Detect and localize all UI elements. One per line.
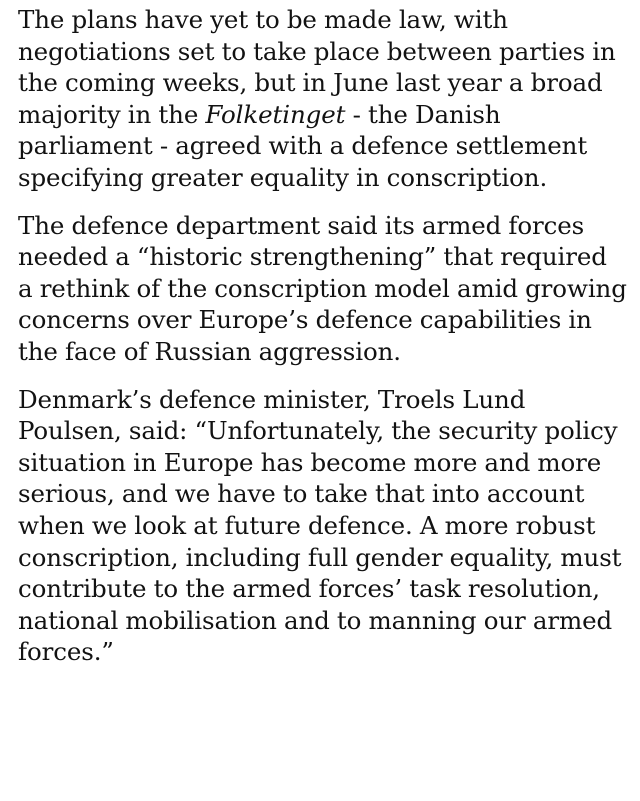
paragraph-minister-quote: Denmark’s defence minister, Troels Lund … [18,384,622,667]
paragraph-plans: The plans have yet to be made law, with … [18,4,628,194]
paragraph-plans-text-start: The plans have yet to be made law, with … [18,5,616,129]
folketinget-term: Folketinget [205,99,346,129]
paragraph-plans-text-end: - the Danish parliament - agreed with a … [18,99,588,192]
paragraph-defence-department: The defence department said its armed fo… [18,210,627,366]
article-body: The plans have yet to be made law, with … [18,4,628,668]
